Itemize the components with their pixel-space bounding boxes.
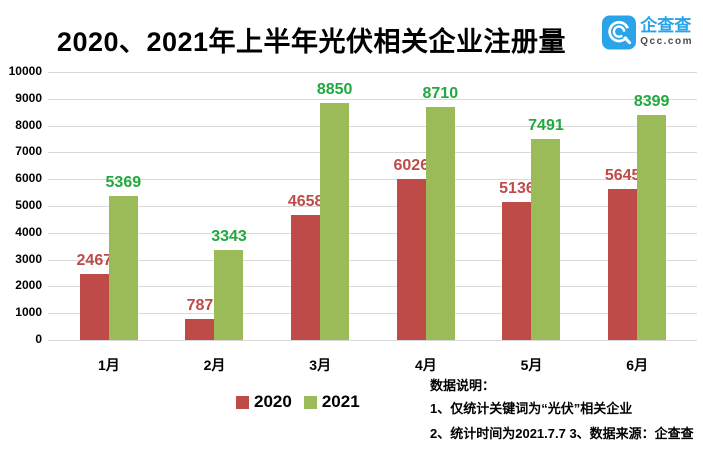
- bar-slot: 3343: [211, 228, 247, 340]
- legend-swatch: [303, 395, 317, 409]
- x-tick-label: 4月: [414, 357, 437, 373]
- y-tick-label: 8000: [15, 117, 42, 132]
- bar-group: 6026 8710: [394, 85, 458, 340]
- bar-slot: 787: [185, 297, 215, 340]
- bar-group: 5645 8399: [605, 93, 669, 340]
- bar: [214, 250, 244, 340]
- y-tick-label: 4000: [15, 224, 42, 239]
- bar: [79, 273, 109, 340]
- bar-value-label: 6026: [393, 156, 430, 174]
- gridline: [48, 313, 697, 315]
- footnote-heading: 数据说明：: [430, 378, 496, 393]
- bar: [637, 114, 667, 340]
- bar: [320, 102, 350, 340]
- y-tick-label: 0: [35, 332, 42, 346]
- x-axis-labels: 1月 2月 3月 4月 5月 6月: [56, 355, 690, 375]
- bar-groups: 2467 5369 787 3343 4658 8850 6026 8710 5136 7491 5…: [56, 72, 690, 340]
- gridline: [48, 125, 697, 127]
- y-tick-label: 9000: [15, 90, 42, 105]
- bar-group: 2467 5369: [77, 174, 141, 340]
- bar-slot: 8710: [423, 85, 458, 340]
- qcc-logo: 企查查 Qcc.com: [602, 15, 693, 55]
- bar: [291, 215, 321, 340]
- gridline: [48, 286, 697, 288]
- bar-slot: 8399: [634, 93, 669, 340]
- gridline: [48, 259, 697, 261]
- bar-value-label: 787: [186, 296, 214, 314]
- bar-value-label: 8710: [422, 84, 459, 102]
- footnote-line-1: 1、仅统计关键词为“光伏”相关企业: [430, 401, 633, 416]
- bar: [608, 188, 638, 340]
- legend-item: 2021: [303, 392, 360, 412]
- gridline: [48, 206, 697, 207]
- bar: [502, 202, 532, 340]
- bar-group: 4658 8850: [288, 81, 352, 340]
- bar-value-label: 7491: [528, 117, 564, 135]
- bar-value-label: 2467: [76, 251, 113, 269]
- y-tick-label: 7000: [15, 144, 42, 159]
- bar-slot: 5369: [106, 174, 141, 340]
- y-tick-label: 6000: [15, 171, 42, 186]
- gridline: [48, 232, 697, 234]
- bar-value-label: 4658: [287, 193, 324, 211]
- gridline: [48, 72, 697, 73]
- gridlines: [48, 72, 697, 341]
- bar: [185, 318, 215, 340]
- gridline: [48, 340, 697, 341]
- bar-slot: 4658: [288, 193, 323, 340]
- bar-value-label: 5645: [604, 166, 641, 184]
- qcc-logo-domain: Qcc.com: [640, 35, 693, 47]
- legend: 2020 2021: [236, 392, 360, 412]
- chart-title: 2020、2021年上半年光伏相关企业注册量: [56, 27, 567, 57]
- bar-group: 787 3343: [185, 228, 247, 340]
- bar-slot: 7491: [528, 117, 564, 340]
- qcc-logo-text: 企查查 Qcc.com: [640, 15, 693, 47]
- gridline: [48, 98, 697, 100]
- bar: [425, 106, 455, 340]
- x-tick-label: 5月: [520, 357, 543, 373]
- legend-label: 2021: [321, 392, 360, 411]
- y-tick-label: 5000: [15, 198, 42, 212]
- bar-value-label: 5136: [499, 180, 535, 198]
- bar: [396, 178, 426, 340]
- bar-slot: 6026: [394, 157, 429, 340]
- bar-value-label: 8850: [316, 80, 353, 98]
- bar-value-label: 5369: [105, 174, 142, 192]
- footnote-line-2: 2、统计时间为2021.7.7 3、数据来源：企查查: [430, 426, 694, 441]
- bar-slot: 5645: [605, 167, 640, 340]
- qcc-logo-name: 企查查: [640, 16, 692, 35]
- x-tick-label: 6月: [626, 357, 649, 373]
- bar-value-label: 3343: [211, 228, 247, 246]
- gridline: [48, 179, 697, 181]
- x-tick-label: 3月: [309, 357, 332, 373]
- bar-slot: 5136: [499, 180, 535, 340]
- bar-value-label: 8399: [633, 92, 670, 110]
- bar-slot: 8850: [317, 81, 352, 340]
- bar: [531, 139, 561, 340]
- bar-slot: 2467: [77, 252, 112, 340]
- x-tick-label: 1月: [97, 357, 120, 373]
- y-tick-label: 10000: [8, 64, 42, 78]
- gridline: [48, 152, 697, 154]
- y-tick-label: 3000: [15, 251, 42, 266]
- y-tick-label: 2000: [15, 278, 42, 293]
- legend-swatch: [236, 395, 249, 409]
- legend-label: 2020: [254, 392, 292, 411]
- y-tick-label: 1000: [15, 305, 42, 320]
- legend-item: 2020: [236, 392, 292, 412]
- x-tick-label: 2月: [203, 357, 226, 373]
- qcc-logo-icon: [602, 15, 637, 55]
- bar: [108, 196, 138, 340]
- bar-group: 5136 7491: [499, 117, 564, 340]
